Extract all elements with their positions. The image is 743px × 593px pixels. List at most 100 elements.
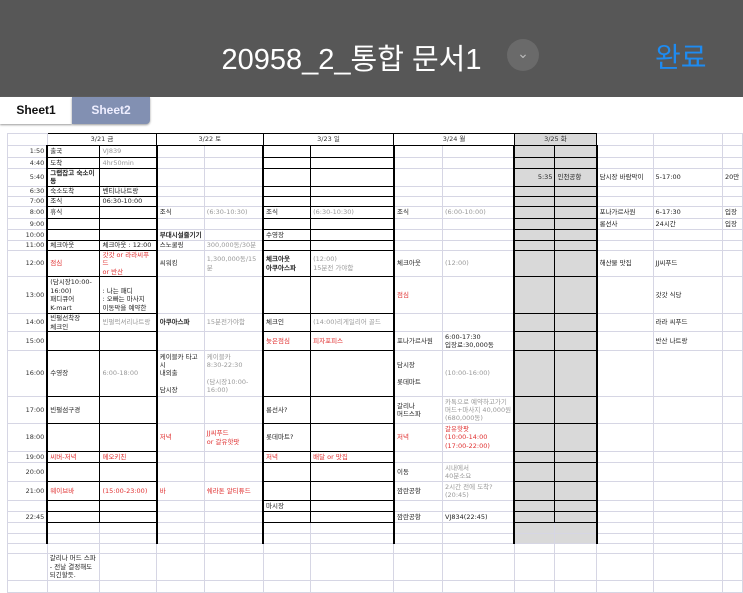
cell[interactable] <box>721 579 743 593</box>
cell[interactable]: JJ씨푸드 or 갈유핫팟 <box>203 423 264 453</box>
cell[interactable] <box>310 157 395 169</box>
cell[interactable] <box>721 423 743 453</box>
cell[interactable] <box>652 195 723 207</box>
cell[interactable] <box>99 205 158 219</box>
cell[interactable] <box>596 451 654 464</box>
cell[interactable] <box>554 553 598 581</box>
cell[interactable]: 입장 <box>721 217 743 230</box>
cell[interactable] <box>554 451 598 464</box>
cell[interactable] <box>203 553 264 581</box>
cell[interactable] <box>46 522 101 535</box>
cell[interactable] <box>513 249 556 278</box>
cell[interactable] <box>596 145 654 158</box>
cell[interactable] <box>596 511 654 524</box>
cell[interactable]: 6:00-18:00 <box>99 350 158 398</box>
corner-cell[interactable] <box>7 133 48 146</box>
cell[interactable] <box>554 579 598 593</box>
cell[interactable] <box>99 533 158 545</box>
cell[interactable] <box>652 451 723 464</box>
cell[interactable]: 점심 <box>392 276 444 315</box>
date-header[interactable]: 3/21 금 <box>46 133 158 146</box>
cell[interactable] <box>203 396 264 425</box>
cell[interactable]: 체크아웃 <box>46 239 101 251</box>
cell[interactable] <box>721 350 743 398</box>
cell[interactable] <box>442 533 515 545</box>
time-cell[interactable]: 16:00 <box>7 350 48 398</box>
time-cell[interactable]: 10:00 <box>7 228 48 241</box>
cell[interactable] <box>262 533 312 545</box>
cell[interactable]: 스노쿨링 <box>155 239 205 251</box>
cell[interactable] <box>99 168 158 187</box>
cell[interactable] <box>513 195 556 207</box>
cell[interactable] <box>513 228 556 241</box>
cell[interactable] <box>596 331 654 352</box>
cell[interactable]: 롱선사? <box>262 396 312 425</box>
cell[interactable] <box>310 511 395 524</box>
cell[interactable] <box>554 185 598 197</box>
cell[interactable] <box>596 185 654 197</box>
cell[interactable] <box>442 276 515 315</box>
cell[interactable] <box>393 579 444 593</box>
time-cell[interactable]: 18:00 <box>7 423 48 453</box>
cell[interactable]: 휴식 <box>46 205 101 219</box>
cell[interactable] <box>721 195 743 207</box>
cell[interactable]: 카톡으로 예약하고가기 머드+마사지 40,000원 (680,000동) <box>442 396 515 425</box>
cell[interactable]: 담시장 바람막이 <box>596 168 654 187</box>
cell[interactable] <box>393 543 444 555</box>
cell[interactable] <box>513 500 556 513</box>
cell[interactable]: 체크인 <box>262 313 312 333</box>
cell[interactable] <box>513 313 556 333</box>
cell[interactable] <box>99 522 158 535</box>
time-cell[interactable]: 21:00 <box>7 481 48 502</box>
cell[interactable] <box>554 511 598 524</box>
cell[interactable] <box>513 276 556 315</box>
cell[interactable]: 조식 <box>392 205 444 219</box>
cell[interactable] <box>513 511 556 524</box>
time-cell[interactable]: 8:00 <box>7 205 48 219</box>
cell[interactable] <box>442 522 515 535</box>
cell[interactable]: 체크아웃 : 12:00 <box>99 239 158 251</box>
cell[interactable] <box>652 423 723 453</box>
cell[interactable] <box>442 228 515 241</box>
cell[interactable]: 포나가르사원 <box>392 331 444 352</box>
cell[interactable] <box>46 543 101 555</box>
cell[interactable]: 숙소도착 <box>46 185 101 197</box>
cell[interactable]: VJ839 <box>99 145 158 158</box>
cell[interactable]: 도착 <box>46 157 101 169</box>
cell[interactable] <box>310 276 395 315</box>
cell[interactable] <box>721 331 743 352</box>
cell[interactable] <box>652 543 723 555</box>
cell[interactable] <box>310 553 395 581</box>
cell[interactable] <box>513 579 556 593</box>
cell[interactable] <box>596 522 654 535</box>
cell[interactable] <box>721 462 743 483</box>
cell[interactable] <box>262 145 312 158</box>
cell[interactable] <box>721 500 743 513</box>
cell[interactable] <box>155 276 205 315</box>
cell[interactable] <box>392 451 444 464</box>
date-header[interactable]: 3/23 일 <box>262 133 395 146</box>
cell[interactable]: 빈펄섬구경 <box>46 396 101 425</box>
cell[interactable]: 배달 or 맛집 <box>310 451 395 464</box>
cell[interactable]: 늦은점심 <box>262 331 312 352</box>
tab-sheet2[interactable]: Sheet2 <box>72 97 150 124</box>
cell[interactable] <box>554 205 598 219</box>
cell[interactable] <box>442 579 515 593</box>
cell[interactable] <box>513 157 556 169</box>
cell[interactable] <box>554 533 598 545</box>
cell[interactable] <box>99 500 158 513</box>
time-cell[interactable] <box>7 522 48 535</box>
cell[interactable] <box>310 195 395 207</box>
cell[interactable]: 갈리나 머드 스파 - 전날 결정해도 되긴할듯. <box>46 553 101 581</box>
cell[interactable] <box>442 217 515 230</box>
cell[interactable] <box>596 350 654 398</box>
cell[interactable]: 라라 씨푸드 <box>652 313 723 333</box>
cell[interactable] <box>721 228 743 241</box>
cell[interactable]: 조식 <box>262 205 312 219</box>
cell[interactable]: 06:30-10:00 <box>99 195 158 207</box>
tab-sheet1[interactable]: Sheet1 <box>0 97 72 124</box>
cell[interactable] <box>596 239 654 251</box>
cell[interactable]: 깜란공항 <box>392 481 444 502</box>
cell[interactable] <box>310 543 395 555</box>
cell[interactable] <box>155 157 205 169</box>
